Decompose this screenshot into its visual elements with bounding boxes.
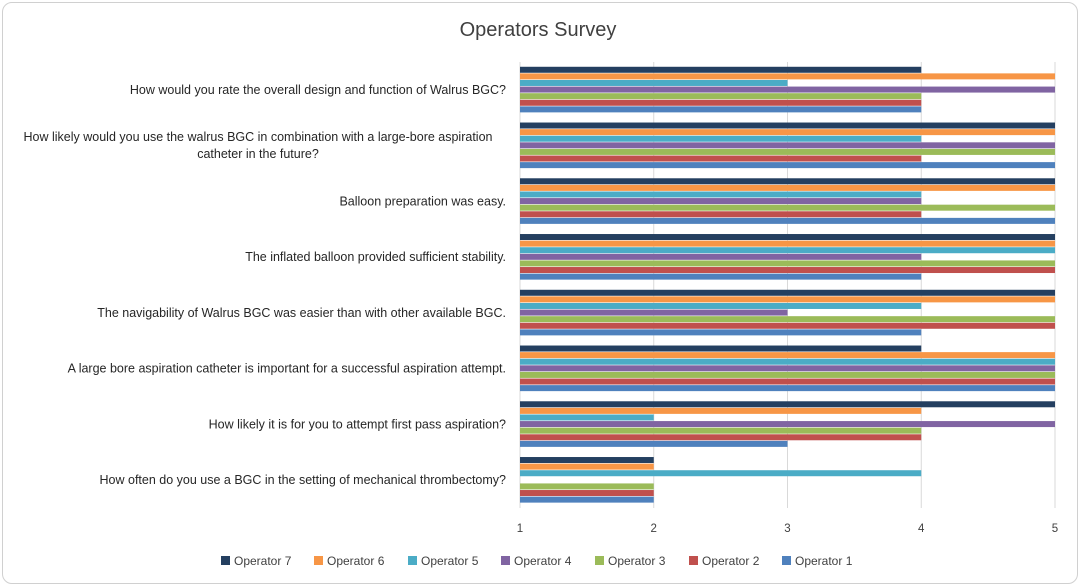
bar-operator-5-q3 <box>520 191 922 198</box>
bar-operator-2-q8 <box>520 490 654 497</box>
x-tick-label: 1 <box>517 523 523 535</box>
x-tick-label: 2 <box>651 523 657 535</box>
bar-operator-2-q2 <box>520 155 922 162</box>
bar-operator-6-q7 <box>520 407 922 414</box>
bar-operator-6-q4 <box>520 240 1055 247</box>
bar-operator-2-q4 <box>520 267 1055 274</box>
bar-operator-4-q2 <box>520 142 1055 149</box>
bar-operator-3-q8 <box>520 483 654 490</box>
bar-operator-3-q6 <box>520 371 1055 378</box>
bar-operator-1-q5 <box>520 329 922 336</box>
bar-operator-3-q7 <box>520 427 922 434</box>
legend-label: Operator 7 <box>234 554 292 568</box>
bar-operator-6-q3 <box>520 184 1055 191</box>
bar-operator-5-q4 <box>520 247 1055 254</box>
bar-operator-4-q1 <box>520 86 1055 93</box>
category-label: Balloon preparation was easy. <box>339 194 506 208</box>
bar-operator-3-q2 <box>520 148 1055 155</box>
legend-label: Operator 2 <box>702 554 760 568</box>
category-label: A large bore aspiration catheter is impo… <box>68 362 506 376</box>
bar-operator-7-q3 <box>520 178 1055 185</box>
category-label: The inflated balloon provided sufficient… <box>245 250 506 264</box>
bar-operator-1-q6 <box>520 385 1055 392</box>
bar-operator-7-q1 <box>520 66 922 73</box>
x-tick-labels: 1 2 3 4 5 <box>517 523 1058 535</box>
bar-operator-5-q5 <box>520 302 922 309</box>
bar-operator-1-q8 <box>520 496 654 503</box>
bar-operator-3-q4 <box>520 260 1055 267</box>
legend-swatch <box>501 556 510 565</box>
legend-label: Operator 1 <box>795 554 853 568</box>
bar-operator-4-q6 <box>520 365 1055 372</box>
bar-operator-7-q2 <box>520 122 1055 129</box>
bar-operator-2-q7 <box>520 434 922 441</box>
bar-operator-4-q5 <box>520 309 788 316</box>
bar-operator-1-q7 <box>520 440 788 447</box>
bar-operator-6-q5 <box>520 296 1055 303</box>
category-label: How often do you use a BGC in the settin… <box>100 473 507 487</box>
bar-operator-2-q3 <box>520 211 922 218</box>
bar-operator-6-q1 <box>520 73 1055 80</box>
bar-operator-1-q4 <box>520 273 922 280</box>
bar-operator-6-q6 <box>520 352 1055 359</box>
legend-swatch <box>595 556 604 565</box>
legend-label: Operator 4 <box>514 554 572 568</box>
bar-operator-5-q8 <box>520 470 922 477</box>
bar-operator-5-q1 <box>520 79 788 86</box>
bars <box>520 66 1055 503</box>
legend-swatch <box>408 556 417 565</box>
legend-label: Operator 6 <box>327 554 385 568</box>
category-label: The navigability of Walrus BGC was easie… <box>97 306 506 320</box>
category-label: How likely would you use the walrus BGC … <box>24 130 493 144</box>
legend-swatch <box>314 556 323 565</box>
bar-operator-2-q5 <box>520 322 1055 329</box>
x-tick-label: 3 <box>784 523 790 535</box>
bar-operator-5-q2 <box>520 135 922 142</box>
bar-operator-7-q8 <box>520 457 654 464</box>
bar-operator-5-q7 <box>520 414 654 421</box>
legend-label: Operator 3 <box>608 554 666 568</box>
bar-operator-3-q3 <box>520 204 1055 211</box>
bar-operator-2-q6 <box>520 378 1055 385</box>
bar-operator-4-q7 <box>520 421 1055 428</box>
legend: Operator 7 Operator 6 Operator 5 Operator 4… <box>221 554 853 568</box>
bar-operator-4-q3 <box>520 198 922 205</box>
bar-operator-1-q2 <box>520 162 1055 169</box>
bar-operator-7-q5 <box>520 289 1055 296</box>
bar-operator-3-q5 <box>520 316 1055 323</box>
bar-operator-6-q2 <box>520 129 1055 136</box>
legend-label: Operator 5 <box>421 554 479 568</box>
legend-swatch <box>221 556 230 565</box>
bar-operator-6-q8 <box>520 463 654 470</box>
bar-operator-7-q6 <box>520 345 922 352</box>
bar-operator-2-q1 <box>520 99 922 106</box>
legend-swatch <box>782 556 791 565</box>
chart-title: Operators Survey <box>460 19 617 41</box>
legend-swatch <box>689 556 698 565</box>
bar-operator-3-q1 <box>520 93 922 100</box>
category-labels: How would you rate the overall design an… <box>24 83 507 487</box>
x-tick-label: 4 <box>918 523 925 535</box>
category-label: How would you rate the overall design an… <box>130 83 506 97</box>
bar-operator-7-q4 <box>520 234 1055 241</box>
x-tick-label: 5 <box>1052 523 1058 535</box>
category-label: How likely it is for you to attempt firs… <box>209 417 506 431</box>
bar-operator-4-q4 <box>520 253 922 260</box>
bar-operator-5-q6 <box>520 358 1055 365</box>
bar-operator-1-q1 <box>520 106 922 113</box>
bar-operator-1-q3 <box>520 217 1055 224</box>
category-label: catheter in the future? <box>197 147 319 161</box>
bar-operator-7-q7 <box>520 401 1055 408</box>
